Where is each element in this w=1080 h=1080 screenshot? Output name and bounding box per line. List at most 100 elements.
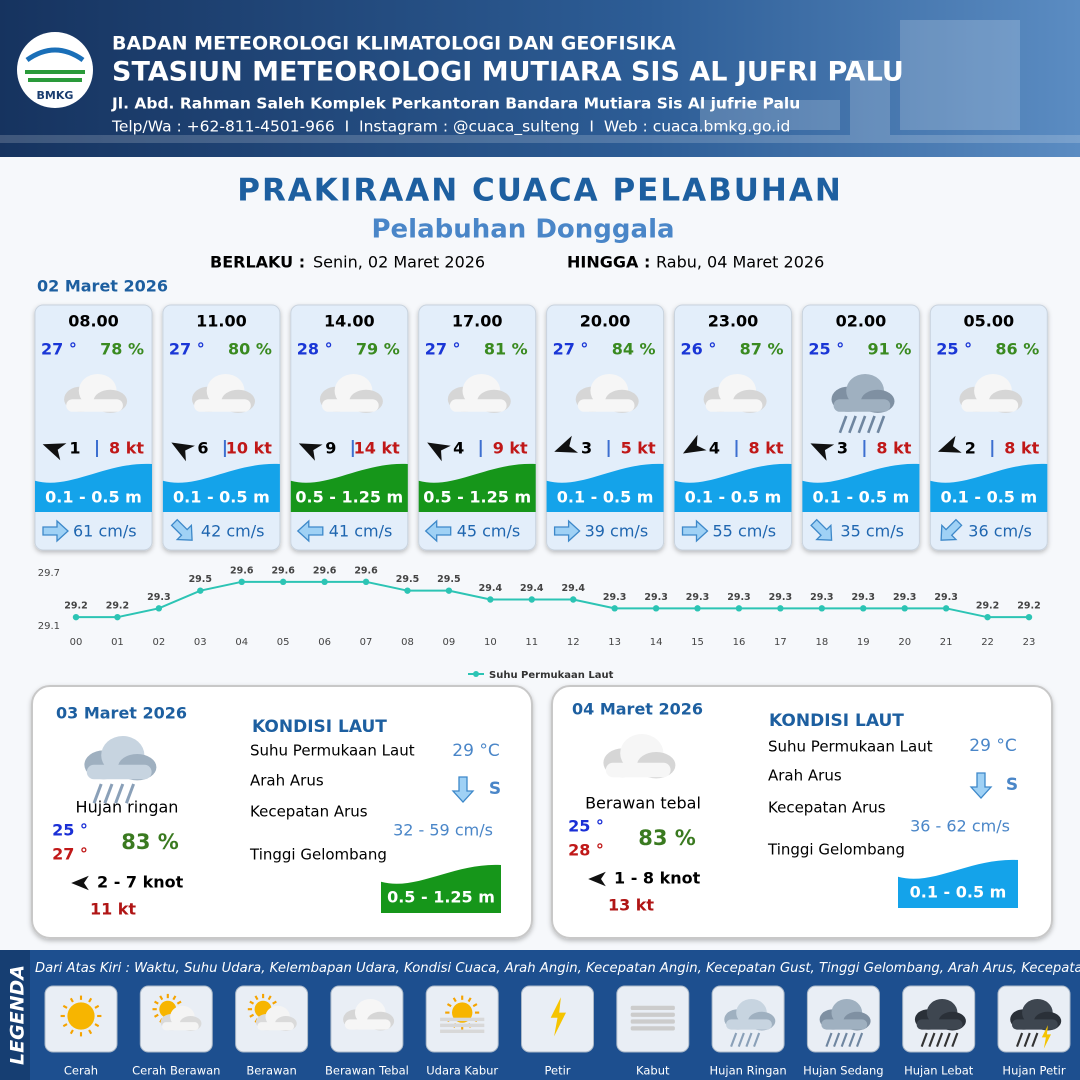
day-humidity: 83 %: [638, 826, 696, 850]
sea-label: Suhu Permukaan Laut: [768, 738, 933, 756]
sun-ray: [88, 1029, 93, 1035]
cloud-part: [705, 399, 763, 412]
valid-from: Senin, 02 Maret 2026: [313, 253, 485, 272]
legend-item: Cerah Berawan: [132, 1064, 220, 1078]
day-panel: [551, 685, 1053, 939]
sst-value-label: 29.3: [893, 592, 916, 603]
sun-ray: [249, 1000, 255, 1005]
sst-value-label: 29.3: [603, 592, 626, 603]
sun-part: [445, 995, 480, 1030]
x-tick-label: 17: [774, 637, 787, 648]
sun: [452, 1002, 473, 1023]
card-current: 36 cm/s: [968, 522, 1032, 541]
x-tick-label: 11: [525, 637, 538, 648]
legend-box: [616, 985, 690, 1053]
card-wave: 0.1 - 0.5 m: [940, 488, 1037, 507]
legend-item: Berawan Tebal: [325, 1064, 409, 1078]
sun-ray: [94, 1023, 100, 1028]
x-tick-label: 22: [981, 637, 994, 648]
x-tick-label: 01: [111, 637, 124, 648]
rain-drop: [943, 1032, 951, 1047]
wave: [35, 463, 152, 512]
card-gust: 8 kt: [749, 439, 784, 458]
sun-ray: [272, 1000, 277, 1005]
weather-icon: [192, 374, 255, 413]
day-wind: 1 - 8 knot: [614, 869, 701, 888]
sun-ray: [94, 1004, 100, 1009]
haze: [440, 1029, 485, 1033]
card-time: 02.00: [836, 312, 887, 331]
rain-drop: [1031, 1032, 1039, 1047]
weather-icon: [575, 374, 639, 413]
legend-item: Hujan Ringan: [709, 1064, 786, 1078]
rain-drop: [124, 783, 136, 804]
card-time: 08.00: [68, 312, 119, 331]
sea-sst: 29 °C: [969, 736, 1016, 756]
x-tick-label: 02: [153, 637, 166, 648]
sun-ray: [62, 1004, 68, 1009]
cloud-part: [66, 399, 123, 412]
card-wave: 0.1 - 0.5 m: [813, 488, 910, 507]
card-wind: 6: [197, 439, 208, 458]
rain-drop: [745, 1032, 753, 1047]
sst-value-label: 29.3: [686, 592, 709, 603]
card-wind: 9: [325, 439, 336, 458]
cloud: [160, 1005, 202, 1031]
weather-icon: [447, 374, 511, 413]
day-tmax: 28 °: [568, 841, 604, 860]
day-date: 04 Maret 2026: [572, 700, 703, 719]
sea-speed: 36 - 62 cm/s: [910, 817, 1010, 836]
subtitle: Pelabuhan Donggala: [371, 215, 674, 245]
sun-ray: [446, 1003, 452, 1008]
x-tick-label: 23: [1023, 637, 1036, 648]
cloud-part: [916, 1019, 963, 1030]
card-current: 61 cm/s: [73, 522, 137, 541]
weather-icon: [152, 993, 202, 1031]
cloud-part: [257, 1022, 295, 1031]
card-wave: 0.1 - 0.5 m: [685, 488, 782, 507]
day-humidity: 83 %: [121, 830, 179, 854]
legend-item: Udara Kabur: [426, 1064, 498, 1078]
card-time: 11.00: [196, 312, 247, 331]
sea-label: Tinggi Gelombang: [249, 846, 387, 864]
wind-arrow: [588, 871, 606, 887]
sun-ray: [249, 1013, 255, 1018]
rain-drop: [936, 1032, 944, 1047]
x-tick-label: 06: [318, 637, 331, 648]
day1-date: 02 Maret 2026: [37, 277, 168, 296]
sst-point: [652, 605, 660, 612]
current-arrow: [553, 519, 581, 543]
x-tick-label: 03: [194, 637, 207, 648]
card-humidity: 87 %: [740, 340, 784, 359]
current-arrow-shape: [296, 519, 324, 543]
sun-ray: [88, 997, 93, 1003]
wind-arrow: [937, 435, 962, 453]
current-arrow-shape: [940, 518, 963, 541]
day-wind: 2 - 7 knot: [97, 873, 184, 892]
current-arrow-shape: [424, 519, 452, 543]
weather-icon: [724, 999, 776, 1047]
day-date: 03 Maret 2026: [56, 704, 187, 723]
sun-ray: [472, 1003, 478, 1008]
sst-point: [321, 578, 328, 586]
sst-value-label: 29.6: [313, 565, 337, 576]
logo-lines: [25, 70, 85, 82]
card-humidity: 80 %: [228, 340, 272, 359]
card-temp: 26 °: [681, 340, 717, 359]
weather-icon: [550, 997, 566, 1037]
header-band: [0, 0, 1080, 157]
current-arrow: [940, 518, 963, 541]
current-arrow: [810, 518, 833, 541]
current-arrow-shape: [42, 519, 69, 543]
sun-ray: [69, 997, 74, 1003]
current-arrow-shape: [810, 518, 833, 541]
wind-arrow: [682, 434, 707, 454]
fog: [630, 1005, 675, 1011]
cloud-part: [726, 1019, 772, 1030]
sea-sst: 29 °C: [452, 741, 499, 761]
day-tmin: 25 °: [52, 821, 88, 840]
sst-value-label: 29.2: [1017, 601, 1040, 612]
bolt: [1041, 1025, 1051, 1049]
current-arrow-shape: [681, 519, 709, 543]
wind-arrow: [71, 875, 89, 891]
